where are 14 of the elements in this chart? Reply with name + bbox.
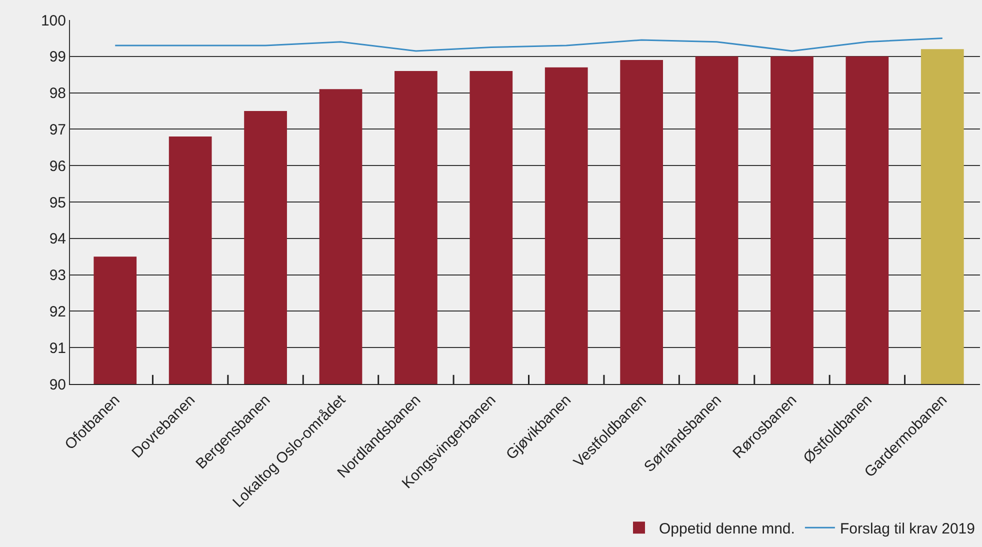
y-tick-label: 100 xyxy=(40,12,66,30)
y-tick-label: 97 xyxy=(49,121,66,138)
y-tick-label: 96 xyxy=(49,158,66,175)
y-tick-label: 90 xyxy=(49,376,66,394)
legend-label: Oppetid denne mnd. xyxy=(659,520,795,538)
y-tick-label: 94 xyxy=(49,230,66,248)
y-tick-label: 93 xyxy=(49,267,66,284)
y-tick-label: 95 xyxy=(49,194,66,212)
line-series xyxy=(114,37,944,52)
y-tick-label: 98 xyxy=(49,85,66,102)
y-tick-label: 92 xyxy=(49,303,66,320)
legend-label: Forslag til krav 2019 xyxy=(840,520,975,538)
y-tick-label: 91 xyxy=(49,340,66,357)
y-tick-label: 99 xyxy=(49,48,66,66)
